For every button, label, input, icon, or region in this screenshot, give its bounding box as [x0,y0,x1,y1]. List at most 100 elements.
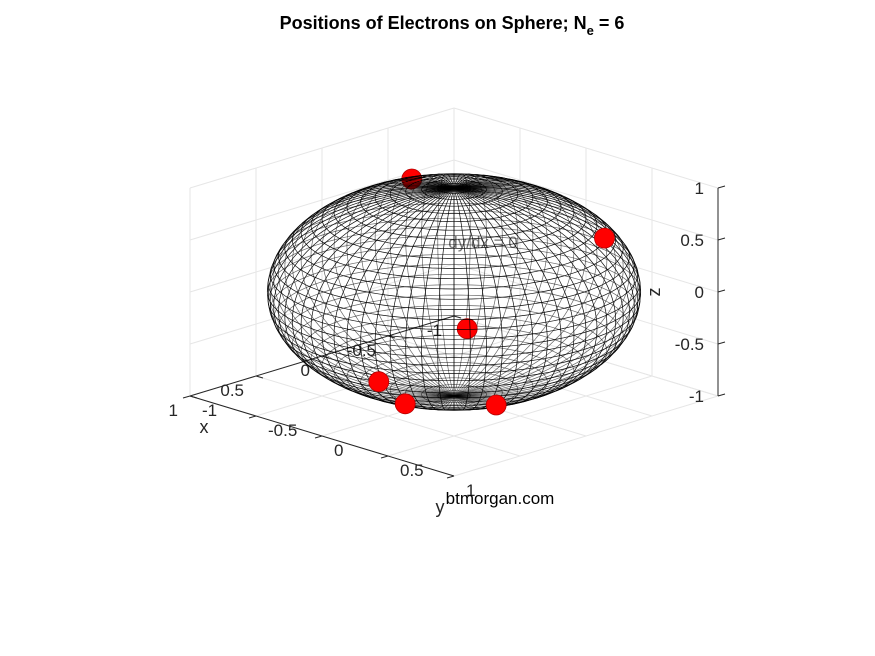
sphere-latitude-line [322,301,641,358]
electron-points-front [368,227,615,416]
sphere-meridian-line [273,236,455,397]
sphere-meridian-line [310,190,455,397]
x-tick-label: 0 [301,361,310,380]
sphere-latitude-line [333,334,575,397]
sphere-meridian-line [267,187,455,319]
sphere-meridian-line [360,177,455,397]
sphere-meridian-line [310,187,455,397]
sphere-meridian-line [269,187,455,272]
sphere-latitude-line [273,263,635,328]
sphere-latitude-line [326,324,634,374]
sphere-meridian-line [339,385,455,401]
sphere-meridian-line [453,187,471,411]
sphere-meridian-line [358,181,455,191]
sphere-latitude-line [323,268,639,330]
electron-point [485,394,507,416]
watermark-annotation: btmorgan.com [446,489,555,508]
sphere-meridian-line [453,236,635,397]
sphere-meridian-line [291,201,455,397]
sphere-meridian-line [453,187,608,392]
sphere-meridian-line [421,187,455,411]
sphere-meridian-line [453,187,598,397]
sphere-latitude-line [273,259,327,305]
sphere-meridian-line [316,184,455,212]
x-tick [189,395,198,399]
sphere-meridian-line [289,186,455,237]
sphere-meridian-line [276,187,455,256]
sphere-meridian-line [269,187,455,334]
sphere-meridian-line [405,187,455,410]
electron-point [456,318,478,340]
sphere-meridian-line [419,174,455,189]
sphere-meridian-line [453,187,534,409]
x-tick-label: -1 [427,321,442,340]
sphere-meridian-line [273,187,455,353]
sphere-meridian-line [445,173,455,189]
z-tick [717,237,726,241]
chart-title: Positions of Electrons on Sphere; Ne = 6 [280,13,625,38]
sphere-latitude-line [321,198,361,248]
sphere-latitude-line [266,235,641,296]
sphere-meridian-line [345,182,455,196]
grid-line [387,375,653,457]
z-tick [717,185,726,189]
y-axis-label: y [436,497,445,517]
sphere-meridian-line [453,385,569,401]
electron-point [368,371,390,393]
y-tick [446,475,455,479]
grid-line [453,107,719,189]
sphere-meridian-line [453,185,607,224]
sphere-latitude-line [291,224,340,275]
sphere-meridian-line [453,190,598,397]
sphere-meridian-line [333,182,455,397]
sphere-latitude-line [360,385,569,406]
sphere-latitude-line [378,180,562,240]
sphere-meridian-line [278,333,455,397]
sphere-meridian-line [391,177,455,189]
sphere-meridian-line [453,195,608,397]
sphere-meridian-line [453,186,619,237]
sphere-meridian-line [291,187,455,386]
x-tick [453,315,462,319]
sphere-meridian-line [301,185,455,224]
sphere-meridian-line [403,176,455,189]
sphere-latitude-line [284,284,624,350]
slope-annotation: dy/dx = 0 [448,233,517,252]
sphere-latitude-line [291,294,617,362]
y-tick-label: 0.5 [400,461,424,480]
sphere-meridian-line [346,187,455,405]
z-tick [717,341,726,345]
sphere-meridian-line [383,179,455,189]
sphere-latitude-line [387,174,548,231]
sphere-meridian-line [453,182,575,397]
sphere-meridian-line [453,255,639,397]
sphere-meridian-line [453,187,575,404]
sphere-latitude-line [270,315,325,350]
sphere-meridian-line [453,187,639,272]
sphere-meridian-line [437,187,455,411]
sphere-latitude-line [267,226,641,283]
sphere-meridian-line [453,180,538,189]
sphere-latitude-line [282,338,331,366]
sphere-latitude-line [369,187,575,250]
y-tick [248,415,257,419]
sphere-latitude-line [352,203,598,269]
grid-line [453,395,719,477]
sphere-meridian-line [278,222,455,397]
sphere-meridian-line [429,174,455,189]
grid-line [453,159,719,241]
x-tick-label: 0.5 [220,381,244,400]
sphere-meridian-line [333,187,455,404]
sphere-meridian-line [453,183,575,202]
grid-line [189,107,455,189]
z-tick-label: 1 [695,179,704,198]
sphere-meridian-line [453,174,479,189]
y-tick-label: 0 [334,441,343,460]
sphere-meridian-line [333,183,455,202]
sphere-meridian-line [266,187,455,293]
z-tick-label: -1 [689,387,704,406]
x-axis-label: x [200,417,209,437]
